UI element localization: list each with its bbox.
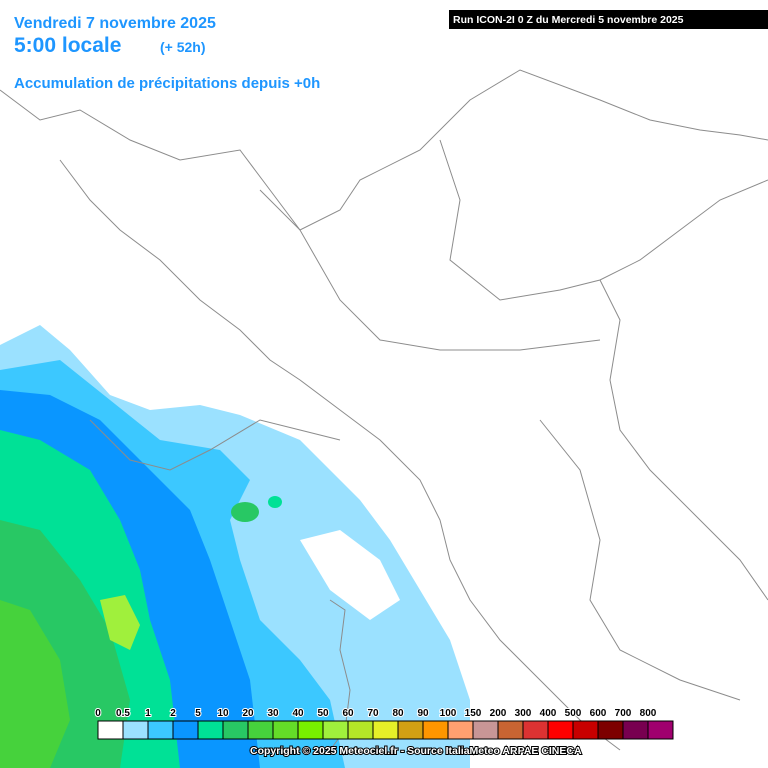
- legend-label: 60: [342, 708, 354, 719]
- copyright: Copyright © 2025 Meteociel.fr - Source I…: [250, 745, 582, 757]
- lead-time: (+ 52h): [160, 39, 206, 55]
- legend-swatch: [322, 720, 349, 740]
- legend-label: 0.5: [116, 708, 130, 719]
- legend-label: 0: [95, 708, 101, 719]
- local-time: 5:00 locale: [14, 34, 121, 57]
- legend: 0 0.5 1 2 5 10 20 30 40 50 60 70 80 90 100 150 200 300 400…: [94, 707, 674, 740]
- legend-label: 80: [392, 708, 404, 719]
- legend-swatch: [597, 720, 624, 740]
- legend-swatch: [622, 720, 649, 740]
- legend-label: 1: [145, 708, 151, 719]
- legend-label: 500: [565, 708, 582, 719]
- product-title: Accumulation de précipitations depuis +0…: [14, 75, 320, 92]
- legend-label: 90: [417, 708, 429, 719]
- legend-swatch: [522, 720, 549, 740]
- run-info: Run ICON-2I 0 Z du Mercredi 5 novembre 2…: [453, 14, 684, 26]
- run-box: [449, 10, 768, 29]
- legend-label: 20: [242, 708, 254, 719]
- legend-label: 40: [292, 708, 304, 719]
- legend-label: 400: [540, 708, 557, 719]
- precipitation-field: [0, 325, 470, 768]
- legend-label: 600: [590, 708, 607, 719]
- legend-label: 30: [267, 708, 279, 719]
- legend-label: 300: [515, 708, 532, 719]
- legend-swatch: [472, 720, 499, 740]
- legend-swatch: [272, 720, 299, 740]
- legend-label: 800: [640, 708, 657, 719]
- legend-label: 100: [440, 708, 457, 719]
- legend-swatch: [122, 720, 149, 740]
- legend-label: 200: [490, 708, 507, 719]
- legend-swatch: [147, 720, 174, 740]
- legend-swatch: [397, 720, 424, 740]
- legend-swatch: [222, 720, 249, 740]
- legend-label: 150: [465, 708, 482, 719]
- legend-label: 5: [195, 708, 201, 719]
- legend-swatch: [547, 720, 574, 740]
- legend-swatch: [347, 720, 374, 740]
- legend-swatch: [497, 720, 524, 740]
- legend-swatch: [197, 720, 224, 740]
- legend-swatch: [372, 720, 399, 740]
- legend-swatch: [647, 720, 674, 740]
- legend-swatch: [247, 720, 274, 740]
- date: Vendredi 7 novembre 2025: [14, 15, 216, 32]
- legend-swatch: [447, 720, 474, 740]
- legend-label: 50: [317, 708, 329, 719]
- legend-label: 2: [170, 708, 176, 719]
- legend-swatch: [97, 720, 124, 740]
- legend-label: 10: [217, 708, 229, 719]
- legend-swatch: [572, 720, 599, 740]
- legend-swatch: [172, 720, 199, 740]
- legend-swatch: [422, 720, 449, 740]
- legend-swatch: [297, 720, 324, 740]
- legend-label: 70: [367, 708, 379, 719]
- legend-label: 700: [615, 708, 632, 719]
